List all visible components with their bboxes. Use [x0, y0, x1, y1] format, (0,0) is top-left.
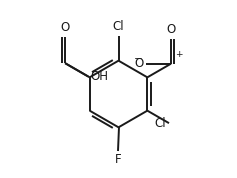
Text: Cl: Cl: [155, 117, 166, 130]
Text: +: +: [175, 50, 182, 59]
Text: O: O: [60, 21, 70, 34]
Text: F: F: [115, 153, 122, 166]
Text: O: O: [166, 23, 176, 36]
Text: Cl: Cl: [113, 20, 124, 33]
Text: O: O: [135, 57, 144, 70]
Text: OH: OH: [91, 70, 109, 83]
Text: −: −: [134, 54, 142, 64]
